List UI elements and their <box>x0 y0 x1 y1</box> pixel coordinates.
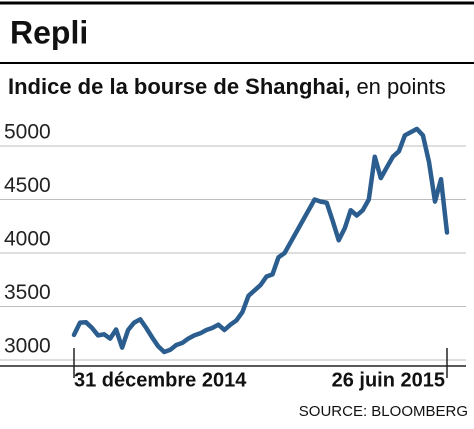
y-tick-label: 3500 <box>4 281 51 304</box>
line-series <box>71 126 450 355</box>
subtitle: Indice de la bourse de Shanghai, en poin… <box>8 74 446 99</box>
title: Repli <box>10 14 88 50</box>
y-tick-label: 4000 <box>4 228 51 251</box>
x-tick-label: 26 juin 2015 <box>332 369 445 391</box>
source: SOURCE: BLOOMBERG <box>299 403 468 420</box>
subtitle-main: Indice de la bourse de Shanghai, <box>8 74 350 99</box>
subtitle-note: en points <box>356 74 445 99</box>
x-tick-label: 31 décembre 2014 <box>74 369 247 391</box>
y-tick-label: 4500 <box>4 174 51 197</box>
y-tick-label: 5000 <box>4 121 51 144</box>
y-tick-label: 3000 <box>4 335 51 358</box>
